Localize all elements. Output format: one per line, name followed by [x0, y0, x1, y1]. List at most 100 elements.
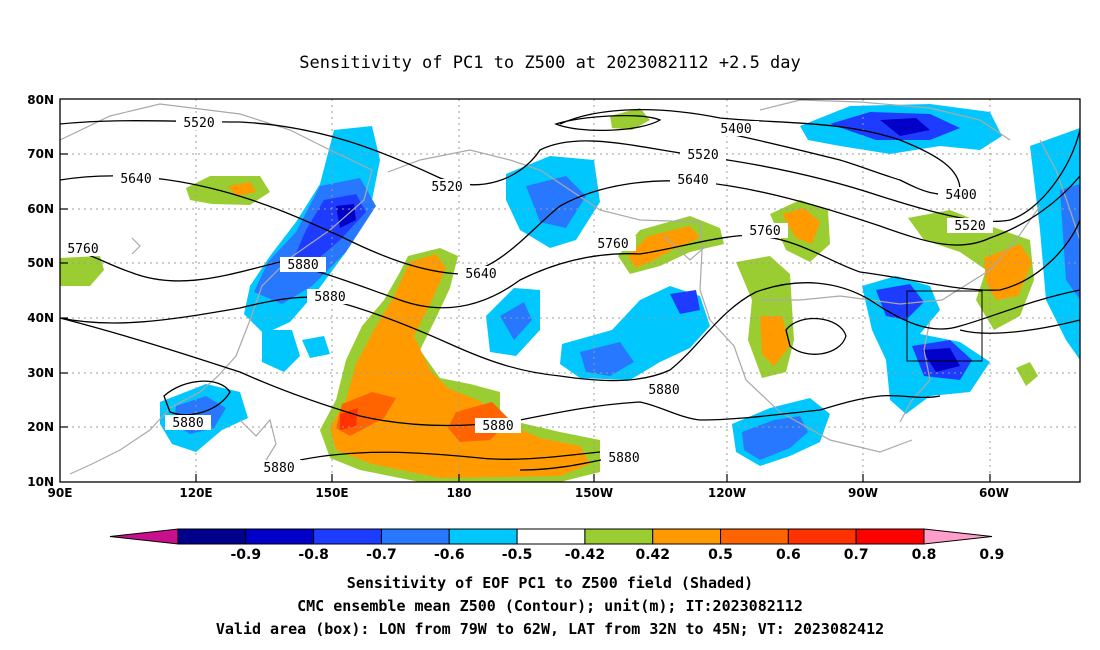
caption-line-3: Valid area (box): LON from 79W to 62W, L… — [216, 620, 884, 638]
contour-5880-e — [785, 317, 847, 355]
lat-label: 40N — [27, 311, 54, 325]
colorbar-label: -0.6 — [434, 547, 465, 563]
colorbar-label: 0.7 — [844, 547, 869, 563]
coastline — [239, 418, 277, 471]
lon-label: 150W — [575, 486, 613, 500]
longitude-labels: 90E 120E 150E 180 150W 120W 90W 60W — [48, 486, 1009, 500]
negative-area — [742, 416, 808, 460]
lon-label: 120W — [708, 486, 746, 500]
colorbar-label: -0.8 — [298, 547, 329, 563]
contour-5880-d — [299, 451, 601, 461]
negative-area — [1030, 128, 1080, 360]
colorbar-swatch — [380, 528, 450, 545]
map-frame — [59, 98, 1081, 483]
contour-label: 5640 — [458, 266, 504, 282]
contour-5880 — [59, 282, 1081, 382]
colorbar-swatch — [720, 528, 789, 545]
svg-text:5760: 5760 — [67, 242, 98, 257]
contour-5880-b — [59, 317, 941, 427]
colorbar-swatch — [855, 528, 925, 545]
latitude-labels: 10N 20N 30N 40N 50N 60N 70N 80N — [27, 93, 54, 489]
lat-label: 70N — [27, 147, 54, 161]
negative-area — [670, 290, 700, 314]
contour-label: 5520 — [680, 147, 726, 163]
positive-area — [628, 226, 700, 268]
colorbar-swatch — [448, 528, 518, 545]
positive-area — [1016, 362, 1038, 386]
gridlines — [60, 99, 1080, 482]
contour-5400-small — [554, 114, 662, 132]
caption-line-1: Sensitivity of EOF PC1 to Z500 field (Sh… — [347, 574, 753, 592]
contour-labels: 5520 5400 5520 5520 5640 5640 5400 5760 … — [60, 115, 993, 476]
svg-text:5880: 5880 — [172, 416, 203, 431]
contour-5880-g — [959, 319, 1081, 334]
coastline — [759, 99, 1011, 141]
colorbar-label: 0.5 — [708, 547, 733, 563]
svg-text:5880: 5880 — [608, 451, 639, 466]
contour-label: 5880 — [475, 418, 521, 434]
contour-5760 — [59, 219, 1081, 309]
contour-label: 5520 — [947, 218, 993, 234]
positive-area — [610, 108, 650, 130]
colorbar-label: -0.7 — [366, 547, 397, 563]
contour-label: 5760 — [742, 223, 788, 239]
colorbar-swatch — [584, 528, 654, 545]
svg-text:5520: 5520 — [183, 116, 214, 131]
contour-label: 5640 — [113, 171, 159, 187]
contour-label: 5880 — [256, 460, 302, 476]
coastline — [1039, 139, 1081, 241]
svg-text:5640: 5640 — [120, 172, 151, 187]
colorbar: -0.9 -0.8 -0.7 -0.6 -0.5 -0.42 0.42 0.5 0.6 0.7 0.… — [109, 528, 1004, 563]
negative-area — [302, 336, 330, 358]
contour-label: 5400 — [938, 187, 984, 203]
negative-area — [1060, 184, 1080, 300]
positive-area — [228, 182, 256, 196]
colorbar-swatch — [652, 528, 722, 545]
negative-area — [262, 330, 300, 372]
colorbar-label: 0.6 — [776, 547, 801, 563]
contour-label: 5520 — [176, 115, 222, 131]
contour-label: 5520 — [424, 179, 470, 195]
contour-label: 5880 — [280, 257, 326, 273]
negative-area — [880, 118, 930, 136]
lon-label: 150E — [315, 486, 348, 500]
svg-text:5400: 5400 — [945, 188, 976, 203]
contour-label: 5880 — [601, 450, 647, 466]
colorbar-swatch — [177, 528, 247, 545]
negative-area — [526, 176, 586, 228]
negative-area — [500, 302, 532, 340]
colorbar-arrow-high — [923, 528, 993, 545]
valid-area-box — [906, 290, 983, 362]
colorbar-label: 0.9 — [979, 547, 1004, 563]
colorbar-label: 0.42 — [635, 547, 670, 563]
lon-label: 120E — [179, 486, 212, 500]
colorbar-label: -0.5 — [502, 547, 533, 563]
svg-text:5880: 5880 — [482, 419, 513, 434]
map-panel: 5520 5400 5520 5520 5640 5640 5400 5760 … — [59, 98, 1081, 483]
colorbar-swatch — [787, 528, 857, 545]
coastline — [760, 205, 1041, 305]
positive-area — [760, 316, 790, 366]
svg-text:5520: 5520 — [687, 148, 718, 163]
coastline — [131, 237, 141, 255]
lat-label: 60N — [27, 202, 54, 216]
svg-text:5520: 5520 — [431, 180, 462, 195]
svg-text:5760: 5760 — [749, 224, 780, 239]
svg-text:5640: 5640 — [465, 267, 496, 282]
sensitivity-shading — [60, 104, 1080, 482]
contour-label: 5400 — [713, 121, 759, 137]
caption-line-2: CMC ensemble mean Z500 (Contour); unit(m… — [297, 597, 803, 615]
colorbar-arrow-low — [109, 528, 179, 545]
coastlines — [59, 99, 1081, 475]
lat-label: 20N — [27, 420, 54, 434]
negative-area — [922, 348, 960, 372]
positive-area — [984, 244, 1032, 300]
colorbar-label: 0.8 — [912, 547, 937, 563]
contour-label: 5880 — [165, 415, 211, 431]
svg-text:5880: 5880 — [648, 383, 679, 398]
contour-5880-c — [163, 380, 231, 416]
contour-label: 5880 — [307, 289, 353, 305]
z500-contours — [59, 108, 1081, 471]
axis-ticks — [60, 153, 991, 482]
